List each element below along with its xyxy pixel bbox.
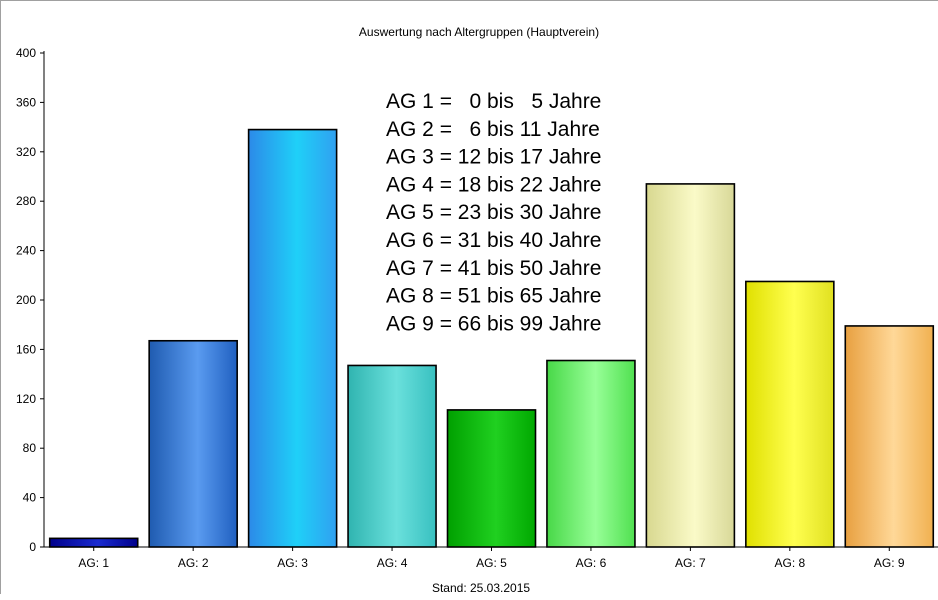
x-tick-label: AG: 4 bbox=[377, 556, 408, 570]
x-tick-label: AG: 8 bbox=[774, 556, 805, 570]
y-tick-label: 80 bbox=[23, 441, 37, 455]
bar-ag-5 bbox=[446, 409, 537, 548]
x-tick-label: AG: 5 bbox=[476, 556, 507, 570]
y-tick-label: 240 bbox=[16, 244, 36, 258]
bar-ag-1 bbox=[48, 537, 139, 548]
legend-line-ag-9: AG 9 = 66 bis 99 Jahre bbox=[386, 312, 601, 335]
age-group-legend: AG 1 = 0 bis 5 Jahre AG 2 = 6 bis 11 Jahr… bbox=[386, 90, 601, 335]
legend-line-ag-8: AG 8 = 51 bis 65 Jahre bbox=[386, 285, 601, 308]
bar-ag-2 bbox=[148, 339, 238, 548]
y-tick-label: 0 bbox=[29, 540, 36, 554]
legend-line-ag-5: AG 5 = 23 bis 30 Jahre bbox=[386, 201, 601, 224]
bar-ag-9 bbox=[844, 325, 935, 548]
legend-line-ag-4: AG 4 = 18 bis 22 Jahre bbox=[386, 173, 601, 196]
bars bbox=[48, 128, 935, 548]
chart-footer: Stand: 25.03.2015 bbox=[432, 581, 530, 595]
x-axis-labels: AG: 1 AG: 2 AG: 3 AG: 4 AG: 5 AG: 6 AG: 7 AG: 8… bbox=[78, 547, 905, 570]
y-tick-label: 360 bbox=[16, 95, 36, 109]
legend-line-ag-7: AG 7 = 41 bis 50 Jahre bbox=[386, 257, 601, 280]
y-tick-label: 160 bbox=[16, 342, 36, 356]
bar-ag-4 bbox=[347, 364, 437, 548]
legend-line-ag-6: AG 6 = 31 bis 40 Jahre bbox=[386, 229, 601, 252]
y-tick-label: 40 bbox=[23, 491, 37, 505]
bar-ag-3 bbox=[247, 128, 338, 548]
y-tick-label: 200 bbox=[16, 293, 36, 307]
y-tick-label: 120 bbox=[16, 392, 36, 406]
x-tick-label: AG: 3 bbox=[277, 556, 308, 570]
x-tick-label: AG: 7 bbox=[675, 556, 706, 570]
y-tick-label: 320 bbox=[16, 145, 36, 159]
x-tick-label: AG: 9 bbox=[874, 556, 905, 570]
bar-ag-6 bbox=[546, 359, 636, 548]
legend-line-ag-1: AG 1 = 0 bis 5 Jahre bbox=[386, 90, 601, 113]
x-tick-label: AG: 2 bbox=[178, 556, 209, 570]
y-tick-label: 400 bbox=[16, 46, 36, 60]
legend-line-ag-2: AG 2 = 6 bis 11 Jahre bbox=[386, 118, 600, 141]
bar-ag-7 bbox=[645, 183, 736, 548]
x-tick-label: AG: 1 bbox=[78, 556, 109, 570]
x-tick-label: AG: 6 bbox=[576, 556, 607, 570]
chart-title: Auswertung nach Altergruppen (Hauptverei… bbox=[359, 25, 599, 39]
y-tick-label: 280 bbox=[16, 194, 36, 208]
bar-ag-8 bbox=[745, 280, 835, 548]
legend-line-ag-3: AG 3 = 12 bis 17 Jahre bbox=[386, 146, 601, 169]
